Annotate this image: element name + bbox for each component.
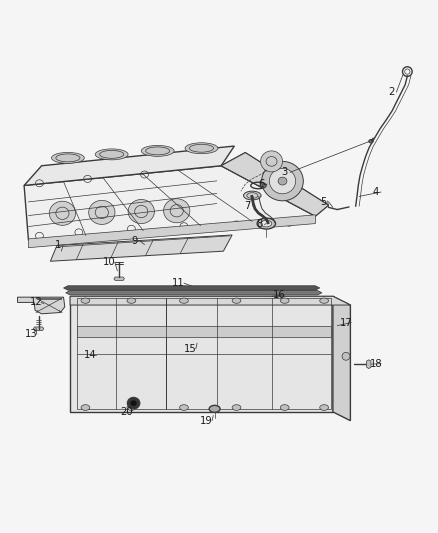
- Ellipse shape: [209, 405, 220, 413]
- Ellipse shape: [94, 351, 103, 359]
- Text: 13: 13: [25, 329, 38, 340]
- Text: 4: 4: [373, 187, 379, 197]
- Ellipse shape: [244, 191, 261, 200]
- Ellipse shape: [62, 249, 68, 253]
- Ellipse shape: [232, 298, 241, 303]
- Ellipse shape: [141, 146, 174, 156]
- Ellipse shape: [369, 140, 373, 143]
- Ellipse shape: [232, 405, 241, 410]
- Polygon shape: [367, 360, 371, 368]
- Text: 7: 7: [244, 201, 251, 211]
- Ellipse shape: [180, 405, 188, 410]
- Ellipse shape: [49, 201, 75, 225]
- Polygon shape: [24, 146, 234, 185]
- Ellipse shape: [320, 298, 328, 303]
- Polygon shape: [77, 326, 331, 336]
- Text: 9: 9: [132, 236, 138, 246]
- Ellipse shape: [128, 199, 154, 223]
- Text: 11: 11: [172, 278, 185, 288]
- Ellipse shape: [63, 253, 67, 256]
- Polygon shape: [221, 152, 328, 216]
- Ellipse shape: [53, 301, 61, 308]
- Polygon shape: [64, 286, 320, 290]
- Text: 3: 3: [282, 167, 288, 177]
- Ellipse shape: [261, 161, 303, 201]
- Text: 8: 8: [256, 220, 262, 229]
- Text: 14: 14: [84, 350, 96, 360]
- Text: 19: 19: [200, 416, 213, 426]
- Polygon shape: [114, 277, 124, 280]
- Ellipse shape: [127, 298, 136, 303]
- Polygon shape: [33, 327, 44, 330]
- Polygon shape: [333, 296, 350, 421]
- Text: 2: 2: [388, 87, 394, 97]
- Ellipse shape: [127, 398, 140, 409]
- Ellipse shape: [37, 300, 46, 309]
- Ellipse shape: [185, 143, 218, 154]
- Ellipse shape: [95, 149, 128, 160]
- Ellipse shape: [320, 405, 328, 410]
- Ellipse shape: [261, 151, 283, 172]
- Text: 20: 20: [120, 407, 132, 417]
- Ellipse shape: [81, 298, 90, 303]
- Polygon shape: [24, 166, 315, 240]
- Text: 12: 12: [29, 297, 42, 308]
- Polygon shape: [18, 297, 65, 314]
- Ellipse shape: [81, 405, 90, 410]
- Text: 6: 6: [259, 179, 265, 189]
- Ellipse shape: [95, 352, 101, 358]
- Ellipse shape: [52, 152, 84, 163]
- Ellipse shape: [257, 218, 276, 229]
- Text: 10: 10: [103, 257, 116, 267]
- Ellipse shape: [278, 177, 287, 185]
- Text: 5: 5: [320, 197, 326, 207]
- Ellipse shape: [180, 298, 188, 303]
- Polygon shape: [66, 290, 322, 295]
- Ellipse shape: [342, 352, 350, 360]
- Text: 1: 1: [55, 240, 61, 251]
- Ellipse shape: [130, 400, 137, 407]
- Ellipse shape: [88, 200, 115, 224]
- Ellipse shape: [269, 168, 296, 194]
- Ellipse shape: [280, 298, 289, 303]
- Ellipse shape: [164, 199, 190, 223]
- Text: 15: 15: [184, 344, 197, 354]
- Text: 18: 18: [370, 359, 382, 369]
- Ellipse shape: [127, 405, 136, 410]
- Ellipse shape: [261, 220, 272, 227]
- Polygon shape: [70, 296, 350, 305]
- Polygon shape: [28, 215, 315, 248]
- Text: 17: 17: [339, 318, 353, 328]
- Polygon shape: [50, 235, 232, 261]
- Polygon shape: [70, 296, 333, 412]
- Ellipse shape: [280, 405, 289, 410]
- Polygon shape: [221, 152, 328, 216]
- Text: 16: 16: [273, 290, 286, 300]
